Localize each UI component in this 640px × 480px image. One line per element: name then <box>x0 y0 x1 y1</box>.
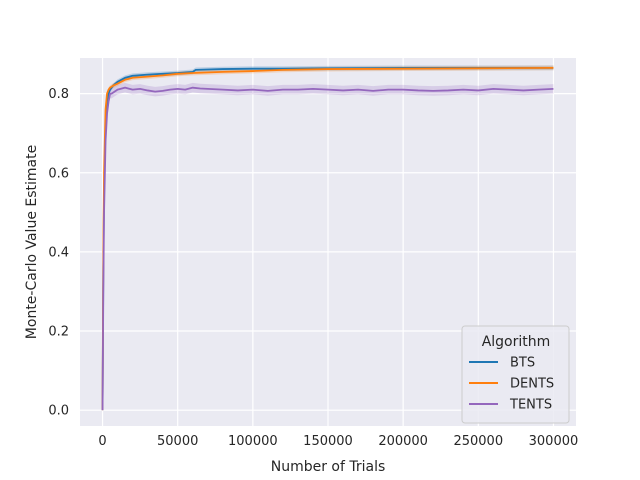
x-tick-label: 250000 <box>453 434 503 449</box>
y-tick-labels: 0.0 0.2 0.4 0.6 0.8 <box>48 87 69 419</box>
y-tick-label: 0.0 <box>48 404 69 419</box>
x-tick-label: 150000 <box>303 434 353 449</box>
y-axis-label: Monte-Carlo Value Estimate <box>24 145 40 339</box>
y-tick-label: 0.8 <box>48 87 69 102</box>
x-tick-labels: 0 50000 100000 150000 200000 250000 300000 <box>98 434 578 449</box>
legend-box <box>461 325 570 424</box>
x-tick-label: 50000 <box>157 434 198 449</box>
x-tick-label: 100000 <box>228 434 278 449</box>
tents-legend-label: TENTS <box>509 398 552 413</box>
legend-title: Algorithm <box>482 334 551 350</box>
dents-legend-label: DENTS <box>510 377 554 392</box>
series-lines <box>101 66 554 411</box>
y-tick-label: 0.4 <box>48 245 69 260</box>
x-tick-label: 200000 <box>378 434 428 449</box>
bts-legend-label: BTS <box>510 356 535 371</box>
x-tick-label: 0 <box>98 434 106 449</box>
y-tick-label: 0.2 <box>48 325 69 340</box>
x-tick-label: 300000 <box>529 434 579 449</box>
dents-series-line <box>101 66 554 411</box>
legend: Algorithm BTS DENTS TENTS <box>461 325 570 424</box>
grid-lines <box>80 58 576 426</box>
tents-series-line <box>101 86 554 411</box>
x-axis-label: Number of Trials <box>271 459 386 475</box>
y-tick-label: 0.6 <box>48 166 69 181</box>
